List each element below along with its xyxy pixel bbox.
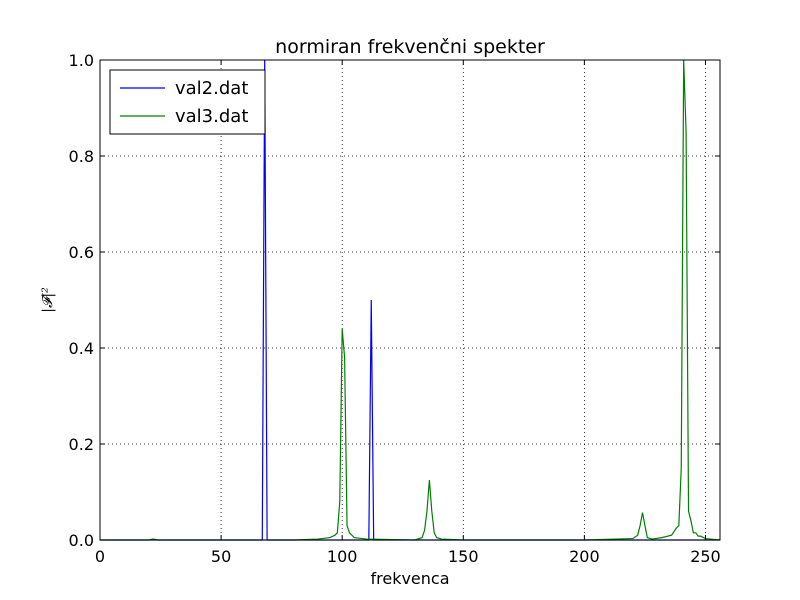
plot-frame [99, 59, 721, 541]
y-tick-label: 0.8 [69, 147, 94, 166]
legend-label: val3.dat [175, 106, 248, 127]
y-tick-label: 0.0 [69, 531, 94, 550]
axis-ticks: 0 50 100 150 200 250 0.0 0.2 0.4 0.6 0.8 1.0 [69, 51, 721, 566]
legend: val2.dat val3.dat [109, 69, 266, 135]
x-tick-label: 250 [690, 547, 721, 566]
grid-lines [100, 60, 720, 540]
x-tick-label: 150 [448, 547, 479, 566]
legend-box [109, 69, 266, 135]
chart-title: normiran frekvenčni spekter [275, 36, 545, 58]
y-tick-label: 0.4 [69, 339, 94, 358]
y-tick-label: 1.0 [69, 51, 94, 70]
x-tick-label: 0 [95, 547, 105, 566]
x-tick-label: 200 [569, 547, 600, 566]
x-tick-label: 50 [211, 547, 231, 566]
y-tick-label: 0.2 [69, 435, 94, 454]
x-tick-label: 100 [327, 547, 358, 566]
y-tick-label: 0.6 [69, 243, 94, 262]
x-axis-label: frekvenca [370, 569, 449, 588]
legend-label: val2.dat [175, 78, 248, 99]
y-axis-label: |𝓕|² [40, 287, 56, 313]
